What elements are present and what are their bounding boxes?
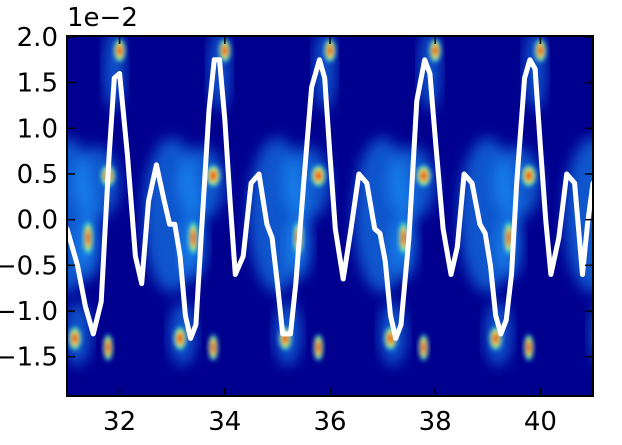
y-tick-label: −1.0 bbox=[0, 297, 58, 327]
heatmap-hotspot bbox=[113, 37, 126, 64]
heatmap-hotspot bbox=[523, 332, 535, 363]
heatmap-hotspot bbox=[68, 325, 82, 352]
series-line bbox=[67, 57, 593, 341]
heatmap-hotspot bbox=[534, 37, 547, 64]
heatmap-hotspot bbox=[207, 332, 219, 363]
heatmap-hotspot bbox=[82, 219, 94, 257]
y-tick-label: 0.5 bbox=[17, 160, 58, 190]
y-tick-label: 0.0 bbox=[17, 206, 58, 236]
y-tick-label: 2.0 bbox=[17, 23, 58, 53]
y-exponent-label: 1e−2 bbox=[67, 3, 138, 33]
x-tick-label: 38 bbox=[419, 407, 452, 437]
x-tick-label: 32 bbox=[103, 407, 136, 437]
x-tick-label: 36 bbox=[313, 407, 346, 437]
y-tick-label: −0.5 bbox=[0, 251, 58, 281]
heatmap-hotspot bbox=[205, 163, 222, 188]
x-tick-label: 34 bbox=[208, 407, 241, 437]
heatmap-hotspot bbox=[187, 219, 199, 257]
x-tick-label: 40 bbox=[524, 407, 557, 437]
heatmap-glow bbox=[601, 215, 622, 279]
y-ticks: −1.5 −1.0 −0.5 0.0 0.5 1.0 1.5 2.0 bbox=[0, 23, 593, 373]
y-tick-label: −1.5 bbox=[0, 343, 58, 373]
heatmap-hotspot bbox=[0, 164, 11, 188]
heatmap-glow bbox=[590, 314, 593, 354]
heatmap-glow bbox=[598, 147, 622, 220]
heatmap-hotspot bbox=[594, 326, 608, 352]
heatmap-hotspot bbox=[428, 37, 442, 64]
heatmap-hotspot bbox=[609, 220, 620, 257]
heatmap-hotspot bbox=[102, 332, 114, 363]
heatmap-hotspot bbox=[415, 163, 432, 188]
heatmap-hotspot bbox=[310, 163, 327, 188]
heatmap-hotspot bbox=[520, 163, 537, 188]
heatmap-hotspot bbox=[173, 325, 187, 352]
heatmap-hotspot bbox=[323, 37, 337, 64]
x-ticks: 32 34 36 38 40 bbox=[103, 36, 557, 437]
heatmap-glow bbox=[0, 147, 14, 220]
y-tick-label: 1.0 bbox=[17, 114, 58, 144]
heatmap-hotspot bbox=[418, 332, 429, 363]
y-tick-label: 1.5 bbox=[17, 69, 58, 99]
heatmap-hotspot bbox=[218, 37, 232, 64]
heatmap-hotspot bbox=[313, 332, 324, 363]
